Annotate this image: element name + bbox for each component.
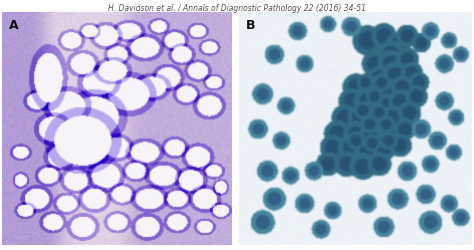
Text: A: A <box>9 20 19 32</box>
Text: H. Davidson et al. / Annals of Diagnostic Pathology 22 (2016) 34-51: H. Davidson et al. / Annals of Diagnosti… <box>108 4 366 13</box>
Text: B: B <box>246 20 256 32</box>
